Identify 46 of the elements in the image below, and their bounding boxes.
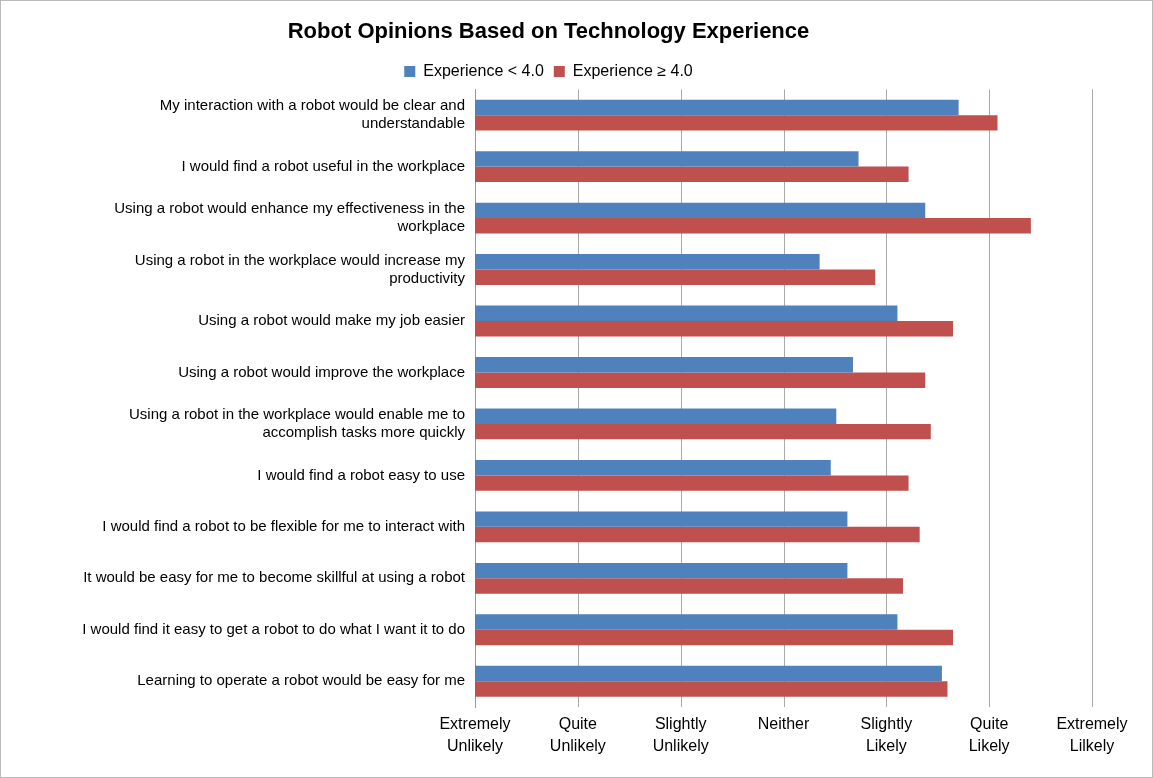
bar xyxy=(475,166,909,183)
bar xyxy=(475,578,904,594)
bar xyxy=(475,681,948,697)
y-tick-label: I would find a robot to be flexible for me to interact with xyxy=(102,517,465,535)
y-tick-label: My interaction with a robot would be clear and understandable xyxy=(159,96,465,132)
text: Slightly Unlikely xyxy=(652,715,709,755)
y-tick-label: Using a robot would improve the workplace xyxy=(178,362,465,380)
bar xyxy=(475,408,837,424)
text: Extremely Unlikely xyxy=(439,715,511,755)
bar xyxy=(475,321,954,337)
bar xyxy=(475,305,898,321)
bar xyxy=(475,115,998,131)
y-tick-label: Using a robot would make my job easier xyxy=(198,311,465,329)
bar xyxy=(475,526,920,543)
y-tick-label: Using a robot in the workplace would enable me to accomplish tasks more quickly xyxy=(128,405,466,441)
y-tick-label: I would find a robot useful in the workplace xyxy=(181,156,465,174)
bar xyxy=(475,151,859,167)
bar xyxy=(475,423,931,440)
bar xyxy=(475,459,831,476)
bar xyxy=(475,254,820,270)
text: Quite Unlikely xyxy=(549,715,606,755)
y-tick-label: It would be easy for me to become skillful at using a robot xyxy=(83,568,466,586)
bar xyxy=(475,357,853,373)
text: Slightly Likely xyxy=(860,715,913,755)
chart-title: Robot Opinions Based on Technology Experience xyxy=(287,18,810,44)
y-tick-label: Learning to operate a robot would be easy for me xyxy=(137,671,465,689)
bar xyxy=(475,218,1031,234)
text: Quite Likely xyxy=(968,715,1010,755)
bar xyxy=(475,475,909,491)
legend-label: Experience ≥ 4.0 xyxy=(572,61,693,79)
bar xyxy=(475,614,898,630)
legend-label: Experience < 4.0 xyxy=(423,61,544,79)
bar xyxy=(475,202,926,219)
text: Neither xyxy=(757,715,810,733)
bar xyxy=(475,562,848,579)
bar xyxy=(475,665,942,682)
bar xyxy=(475,99,959,116)
y-tick-label: I would find it easy to get a robot to do what I want it to do xyxy=(82,619,465,637)
y-tick-label: Using a robot would enhance my effectiveness in the workplace xyxy=(114,199,465,235)
y-tick-label: Using a robot in the workplace would increase my productivity xyxy=(134,250,466,286)
text: Extremely Lilkely xyxy=(1056,715,1128,755)
bar xyxy=(475,269,876,285)
y-tick-label: I would find a robot easy to use xyxy=(257,465,465,483)
bar xyxy=(475,629,954,646)
bar xyxy=(475,372,926,388)
bar xyxy=(475,511,848,527)
